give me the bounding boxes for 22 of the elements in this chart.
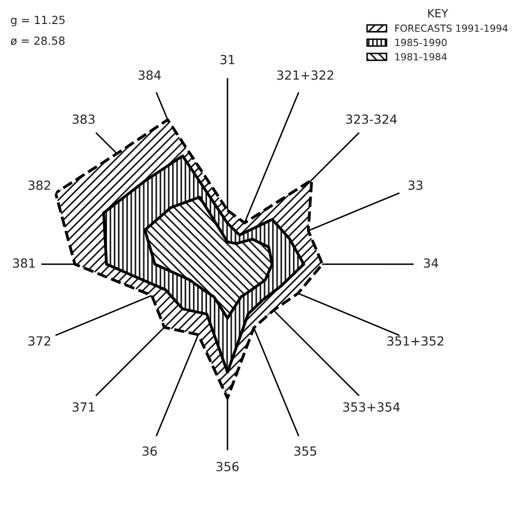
spoke-label: 36	[142, 446, 157, 456]
spoke-label: 371	[72, 402, 94, 412]
legend-title: KEY	[428, 9, 448, 18]
spoke-label: 353+354	[343, 402, 400, 412]
legend-label: 1981-1984	[395, 53, 447, 60]
spoke-label: 351+352	[387, 336, 444, 346]
spoke-label: 381	[13, 258, 35, 268]
spoke-label: 31	[220, 54, 234, 64]
spoke-label: 323-324	[346, 114, 397, 124]
spoke-label: 384	[138, 70, 161, 80]
legend-label: 1985-1990	[395, 38, 447, 46]
spoke-label: 383	[72, 114, 95, 124]
spoke-label: 355	[294, 446, 316, 456]
spoke-label: 321+322	[277, 70, 334, 80]
spoke-label: 33	[408, 180, 422, 190]
spoke-label: 372	[28, 336, 50, 346]
spoke-label: 34	[424, 258, 438, 268]
spoke-label: 382	[28, 180, 50, 190]
spoke-label: 356	[216, 462, 239, 472]
text: ø = 28.58	[10, 36, 65, 46]
text: g = 11.25	[10, 16, 65, 26]
legend-label: FORECASTS 1991-1994	[395, 24, 508, 32]
